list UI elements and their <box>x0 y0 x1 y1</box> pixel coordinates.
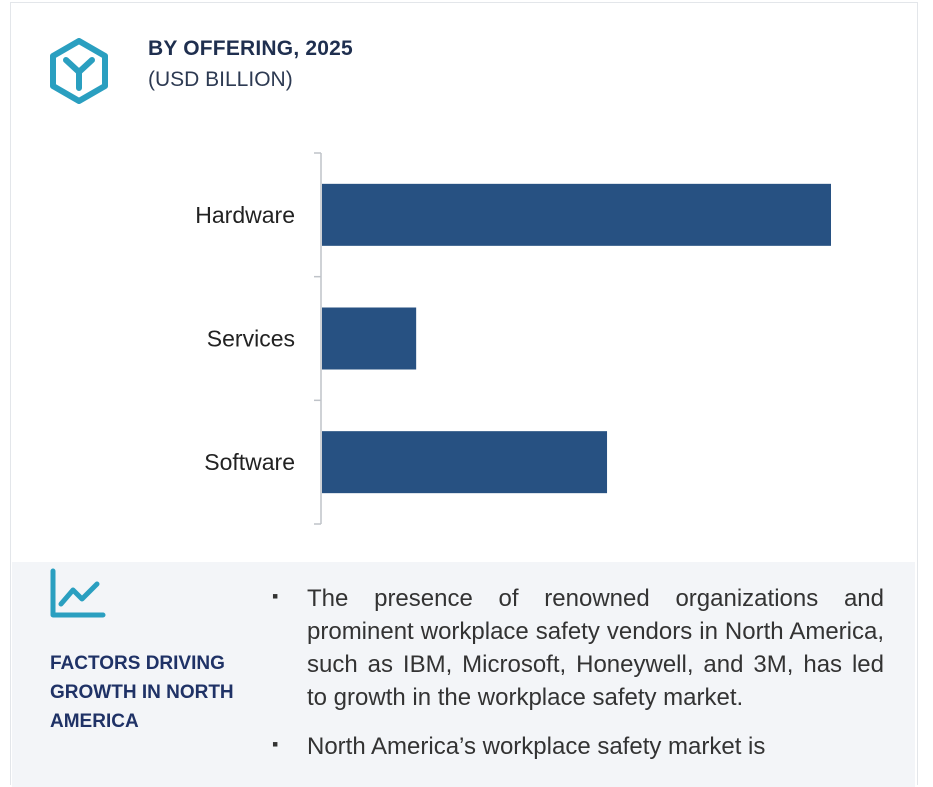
bullet-text: The presence of renowned organizations a… <box>307 585 884 711</box>
list-item: ▪ The presence of renowned organizations… <box>272 582 884 714</box>
category-label-hardware: Hardware <box>195 202 295 228</box>
factors-panel <box>12 562 915 787</box>
hexagon-y-icon <box>50 38 108 104</box>
trend-chart-icon <box>50 568 106 618</box>
chart-subtitle: (USD BILLION) <box>148 68 293 91</box>
bar-chart: Hardware Services Software <box>195 152 831 525</box>
factors-heading: FACTORS DRIVING GROWTH IN NORTH AMERICA <box>50 653 234 732</box>
category-label-services: Services <box>207 326 295 352</box>
bullet-square-icon: ▪ <box>272 586 279 606</box>
bar-services <box>322 307 417 370</box>
bar-software <box>322 431 608 494</box>
list-item: ▪ North America’s workplace safety marke… <box>272 730 884 763</box>
category-label-software: Software <box>204 449 295 475</box>
bullet-square-icon: ▪ <box>272 734 279 754</box>
factors-bullet-list: ▪ The presence of renowned organizations… <box>272 582 884 779</box>
bar-hardware <box>322 183 831 246</box>
chart-title: BY OFFERING, 2025 <box>148 37 353 60</box>
bullet-text: North America’s workplace safety market … <box>307 733 766 760</box>
